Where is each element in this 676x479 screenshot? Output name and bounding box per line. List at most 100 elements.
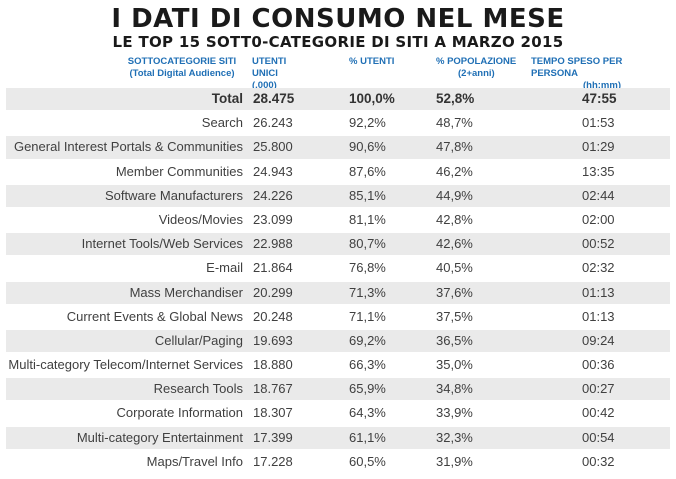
header-time-sub: (hh:mm) — [583, 80, 621, 91]
row-pct-pop: 47,8% — [436, 139, 473, 155]
row-users: 25.800 — [253, 139, 293, 155]
row-pct-users: 64,3% — [349, 405, 386, 421]
row-pct-users: 65,9% — [349, 381, 386, 397]
row-pct-pop: 32,3% — [436, 429, 473, 445]
row-pct-pop: 31,9% — [436, 453, 473, 469]
row-pct-pop: 42,8% — [436, 211, 473, 227]
row-users: 21.864 — [253, 260, 293, 276]
row-pct-pop: 44,9% — [436, 187, 473, 203]
row-time: 00:42 — [582, 405, 615, 421]
table-row: Cellular/Paging 19.693 69,2% 36,5% 09:24 — [0, 329, 676, 353]
row-users: 18.307 — [253, 405, 293, 421]
table-row: E-mail 21.864 76,8% 40,5% 02:32 — [0, 256, 676, 280]
row-pct-pop: 48,7% — [436, 115, 473, 131]
row-pct-users: 87,6% — [349, 163, 386, 179]
row-pct-pop: 36,5% — [436, 332, 473, 348]
row-name: Member Communities — [115, 163, 243, 179]
row-name: Current Events & Global News — [66, 308, 243, 324]
row-time: 02:32 — [582, 260, 615, 276]
row-users: 17.228 — [253, 453, 293, 469]
row-pct-users: 61,1% — [349, 429, 386, 445]
row-name: Research Tools — [153, 381, 243, 397]
row-pct-users: 60,5% — [349, 453, 386, 469]
table-row: Videos/Movies 23.099 81,1% 42,8% 02:00 — [0, 208, 676, 232]
row-time: 02:44 — [582, 187, 615, 203]
row-pct-pop: 35,0% — [436, 357, 473, 373]
row-time: 47:55 — [582, 91, 617, 106]
row-pct-pop: 46,2% — [436, 163, 473, 179]
header-category: SOTTOCATEGORIE SITI (Total Digital Audie… — [118, 56, 246, 80]
table-row: Research Tools 18.767 65,9% 34,8% 00:27 — [0, 377, 676, 401]
table-row: General Interest Portals & Communities 2… — [0, 135, 676, 159]
table-row: Software Manufacturers 24.226 85,1% 44,9… — [0, 184, 676, 208]
row-name: Total — [211, 91, 243, 106]
row-time: 01:13 — [582, 284, 615, 300]
row-time: 01:53 — [582, 115, 615, 131]
row-time: 01:29 — [582, 139, 615, 155]
table-row: Multi-category Telecom/Internet Services… — [0, 353, 676, 377]
row-users: 17.399 — [253, 429, 293, 445]
row-users: 20.299 — [253, 284, 293, 300]
table-row: Multi-category Entertainment 17.399 61,1… — [0, 426, 676, 450]
row-time: 00:54 — [582, 429, 615, 445]
row-pct-users: 71,1% — [349, 308, 386, 324]
row-pct-users: 66,3% — [349, 357, 386, 373]
row-pct-pop: 37,5% — [436, 308, 473, 324]
header-pct-users-label: % UTENTI — [349, 56, 395, 67]
table-row: Search 26.243 92,2% 48,7% 01:53 — [0, 111, 676, 135]
row-pct-pop: 40,5% — [436, 260, 473, 276]
table-row-total: Total 28.475 100,0% 52,8% 47:55 — [0, 87, 676, 111]
header-category-sub: (Total Digital Audience) — [129, 68, 235, 79]
table-row: Member Communities 24.943 87,6% 46,2% 13… — [0, 160, 676, 184]
row-time: 00:27 — [582, 381, 615, 397]
row-pct-users: 90,6% — [349, 139, 386, 155]
row-users: 18.880 — [253, 357, 293, 373]
row-time: 01:13 — [582, 308, 615, 324]
row-users: 19.693 — [253, 332, 293, 348]
row-name: Mass Merchandiser — [129, 284, 243, 300]
row-users: 22.988 — [253, 236, 293, 252]
row-users: 20.248 — [253, 308, 293, 324]
row-name: Multi-category Telecom/Internet Services — [8, 357, 243, 373]
row-time: 00:36 — [582, 357, 615, 373]
header-users-sub: (.000) — [252, 80, 277, 91]
row-pct-users: 71,3% — [349, 284, 386, 300]
data-table: Total 28.475 100,0% 52,8% 47:55 Search 2… — [0, 87, 676, 474]
row-name: Multi-category Entertainment — [76, 429, 243, 445]
row-pct-pop: 37,6% — [436, 284, 473, 300]
table-row: Corporate Information 18.307 64,3% 33,9%… — [0, 401, 676, 425]
row-users: 24.226 — [253, 187, 293, 203]
row-time: 13:35 — [582, 163, 615, 179]
row-name: E-mail — [206, 260, 243, 276]
header-pct-users: % UTENTI — [349, 56, 409, 68]
row-name: Maps/Travel Info — [146, 453, 243, 469]
header-users: UTENTI UNICI (.000) — [252, 56, 312, 92]
table-row: Mass Merchandiser 20.299 71,3% 37,6% 01:… — [0, 281, 676, 305]
header-pct-pop: % POPOLAZIONE (2+anni) — [436, 56, 526, 80]
row-pct-pop: 42,6% — [436, 236, 473, 252]
row-pct-users: 92,2% — [349, 115, 386, 131]
row-pct-users: 100,0% — [349, 91, 395, 106]
header-category-label: SOTTOCATEGORIE SITI — [127, 56, 237, 67]
row-name: Cellular/Paging — [154, 332, 243, 348]
header-users-label: UTENTI UNICI — [252, 56, 287, 79]
row-users: 24.943 — [253, 163, 293, 179]
row-name: General Interest Portals & Communities — [13, 139, 243, 155]
row-name: Software Manufacturers — [104, 187, 243, 203]
row-users: 26.243 — [253, 115, 293, 131]
row-users: 23.099 — [253, 211, 293, 227]
row-name: Corporate Information — [116, 405, 243, 421]
row-name: Videos/Movies — [158, 211, 243, 227]
row-time: 00:52 — [582, 236, 615, 252]
row-pct-users: 80,7% — [349, 236, 386, 252]
row-time: 09:24 — [582, 332, 615, 348]
row-time: 00:32 — [582, 453, 615, 469]
row-pct-users: 85,1% — [349, 187, 386, 203]
row-pct-users: 81,1% — [349, 211, 386, 227]
table-row: Internet Tools/Web Services 22.988 80,7%… — [0, 232, 676, 256]
row-users: 18.767 — [253, 381, 293, 397]
header-time: TEMPO SPESO PER PERSONA (hh:mm) — [531, 56, 671, 92]
row-name: Search — [201, 115, 243, 131]
row-pct-pop: 33,9% — [436, 405, 473, 421]
row-users: 28.475 — [253, 91, 295, 106]
